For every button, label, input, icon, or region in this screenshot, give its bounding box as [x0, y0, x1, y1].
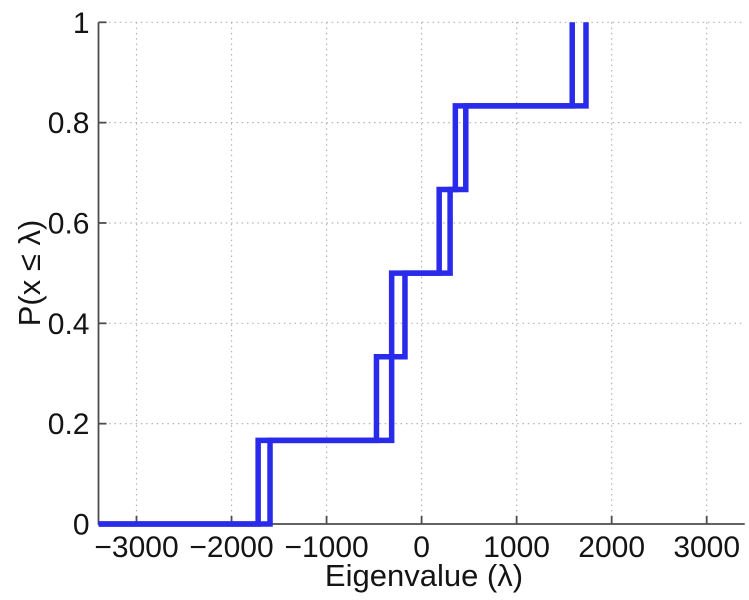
y-tick-label: 0: [73, 509, 90, 542]
y-tick-label: 0.4: [48, 308, 90, 341]
y-tick-label: 0.8: [48, 107, 90, 140]
y-axis-label: P(x ≤ λ): [12, 220, 47, 327]
x-tick-label: −3000: [94, 531, 178, 564]
x-tick-label: 0: [413, 531, 430, 564]
x-tick-label: 3000: [673, 531, 740, 564]
x-tick-label: −1000: [284, 531, 368, 564]
x-axis-label: Eigenvalue (λ): [325, 558, 523, 593]
x-tick-label: 2000: [578, 531, 645, 564]
y-tick-label: 0.2: [48, 408, 90, 441]
x-tick-label: 1000: [483, 531, 550, 564]
x-tick-label: −2000: [189, 531, 273, 564]
y-tick-label: 1: [73, 7, 90, 40]
y-tick-label: 0.6: [48, 207, 90, 240]
cdf-step-line-2: [98, 22, 589, 527]
